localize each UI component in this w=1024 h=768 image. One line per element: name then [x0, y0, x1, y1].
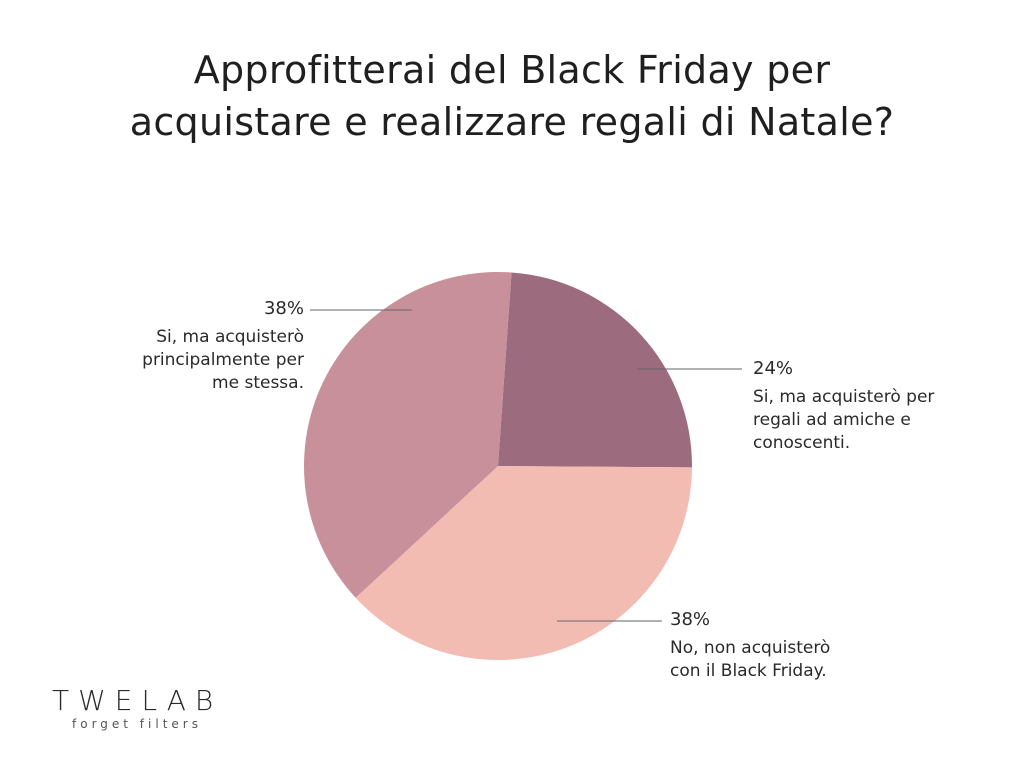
slice-3-description: Si, ma acquisterò principalmente per me …	[142, 327, 304, 393]
twelab-logo: TWELAB forget filters	[52, 684, 222, 731]
slice-label-2: 38% No, non acquisterò con il Black Frid…	[670, 608, 830, 683]
slice-label-3: 38% Si, ma acquisterò principalmente per…	[142, 297, 304, 395]
chart-title: Approfitterai del Black Friday per acqui…	[0, 44, 1024, 148]
pie-slice-1	[498, 272, 692, 468]
slice-2-description: No, non acquisterò con il Black Friday.	[670, 638, 831, 681]
pie-slice-3	[304, 272, 512, 598]
slice-label-1: 24% Si, ma acquisterò per regali ad amic…	[753, 357, 934, 455]
chart-title-line-2: acquistare e realizzare regali di Natale…	[129, 100, 895, 144]
logo-wordmark: TWELAB	[52, 684, 223, 717]
pie-slice-2	[355, 466, 692, 660]
slice-3-percent: 38%	[263, 298, 304, 319]
chart-title-line-1: Approfitterai del Black Friday per	[193, 48, 831, 92]
slice-2-percent: 38%	[670, 609, 711, 630]
logo-tagline: forget filters	[72, 717, 202, 731]
slice-1-description: Si, ma acquisterò per regali ad amiche e…	[753, 387, 935, 453]
slice-1-percent: 24%	[753, 358, 794, 379]
